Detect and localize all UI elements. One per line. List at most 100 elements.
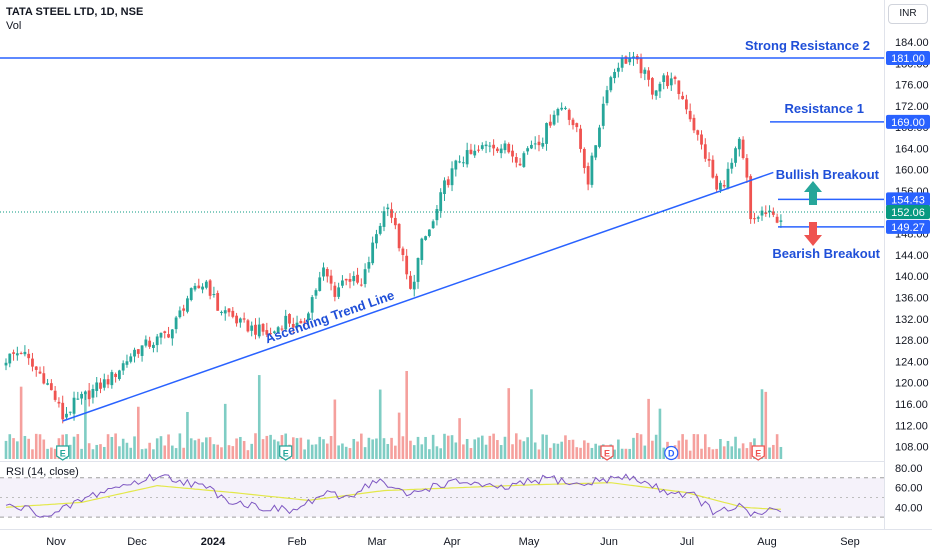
volume-bar bbox=[522, 441, 526, 459]
candle-body bbox=[42, 373, 46, 384]
volume-bar bbox=[102, 446, 106, 459]
candle-body bbox=[488, 145, 492, 147]
time-tick-label: Jun bbox=[600, 536, 618, 548]
candle-body bbox=[719, 182, 722, 190]
volume-bar bbox=[454, 442, 458, 459]
price-tick-label: 176.00 bbox=[895, 80, 929, 92]
candle-body bbox=[333, 285, 337, 297]
volume-bar bbox=[201, 442, 204, 459]
candle-body bbox=[186, 298, 189, 312]
symbol-title[interactable]: TATA STEEL LTD, 1D, NSE bbox=[6, 6, 144, 18]
candle-body bbox=[227, 308, 231, 313]
candle-body bbox=[65, 413, 68, 418]
volume-bar bbox=[171, 445, 174, 459]
volume-bar bbox=[651, 440, 654, 459]
candle-body bbox=[552, 114, 556, 125]
time-tick-label: Mar bbox=[368, 536, 387, 548]
volume-bar bbox=[53, 448, 57, 459]
candle-body bbox=[465, 150, 469, 165]
volume-bar bbox=[140, 449, 144, 459]
rsi-band bbox=[0, 477, 884, 518]
candle-body bbox=[511, 150, 514, 157]
bullish-breakout-label: Bullish Breakout bbox=[776, 167, 880, 182]
volume-bar bbox=[121, 438, 125, 459]
candle-body bbox=[276, 327, 280, 333]
candle-body bbox=[722, 184, 726, 187]
candle-body bbox=[216, 293, 220, 311]
rsi-label[interactable]: RSI (14, close) bbox=[6, 466, 79, 478]
volume-bar bbox=[95, 444, 99, 459]
volume-bar bbox=[250, 443, 253, 459]
candle-body bbox=[768, 210, 771, 213]
candle-body bbox=[31, 358, 34, 367]
candle-body bbox=[424, 236, 427, 240]
candle-body bbox=[775, 216, 779, 223]
volume-bar bbox=[643, 445, 647, 459]
candle-body bbox=[223, 310, 227, 314]
candle-body bbox=[12, 352, 15, 354]
candle-body bbox=[318, 277, 322, 291]
candle-body bbox=[80, 393, 83, 399]
bearish-arrow-icon bbox=[804, 222, 822, 246]
candle-body bbox=[363, 269, 367, 285]
candle-body bbox=[344, 278, 348, 281]
volume-bar bbox=[533, 442, 537, 459]
candle-body bbox=[163, 331, 167, 333]
candle-body bbox=[545, 123, 548, 144]
candle-body bbox=[647, 70, 650, 80]
candle-body bbox=[201, 286, 204, 290]
candle-body bbox=[129, 356, 133, 362]
volume-bar bbox=[647, 398, 650, 459]
volume-bar bbox=[450, 435, 454, 459]
volume-bar bbox=[167, 434, 170, 459]
volume-bar bbox=[405, 370, 408, 459]
candle-body bbox=[492, 144, 496, 149]
candle-body bbox=[514, 157, 518, 163]
price-tick-label: 172.00 bbox=[895, 101, 929, 113]
candle-body bbox=[61, 402, 65, 420]
candle-body bbox=[178, 310, 182, 318]
candle-body bbox=[598, 127, 601, 147]
candle-body bbox=[303, 321, 307, 323]
candle-body bbox=[314, 290, 318, 296]
volume-bar bbox=[178, 433, 182, 459]
volume-bar bbox=[775, 434, 779, 459]
event-marker-label: E bbox=[283, 449, 289, 459]
volume-bar bbox=[730, 446, 734, 459]
candle-body bbox=[83, 391, 87, 395]
volume-bar bbox=[715, 448, 718, 459]
time-tick-label: Jul bbox=[680, 536, 694, 548]
candle-body bbox=[412, 281, 416, 290]
volume-bar bbox=[458, 418, 461, 459]
candle-body bbox=[499, 148, 503, 154]
candle-body bbox=[197, 285, 201, 289]
candle-body bbox=[325, 268, 329, 277]
volume-bar bbox=[16, 441, 19, 459]
candle-body bbox=[537, 141, 541, 146]
candle-body bbox=[685, 99, 688, 110]
volume-bar bbox=[307, 439, 310, 459]
currency-selector[interactable]: INR bbox=[888, 4, 928, 24]
candle-body bbox=[669, 78, 673, 86]
volume-bar bbox=[488, 435, 492, 459]
candle-body bbox=[662, 75, 666, 83]
volume-bar bbox=[738, 448, 741, 459]
candle-body bbox=[439, 192, 443, 212]
volume-bar bbox=[137, 406, 140, 459]
volume-bar bbox=[492, 433, 495, 459]
candle-body bbox=[341, 280, 344, 286]
volume-bar bbox=[503, 436, 507, 459]
candle-body bbox=[586, 166, 590, 185]
volume-bar bbox=[541, 434, 545, 459]
candle-body bbox=[620, 57, 624, 68]
candle-body bbox=[741, 139, 745, 159]
candle-body bbox=[666, 75, 669, 87]
candle-body bbox=[72, 397, 76, 414]
volume-bar bbox=[654, 434, 658, 459]
volume-bar bbox=[155, 438, 159, 459]
resistance-1-value: 169.00 bbox=[891, 117, 925, 129]
candle-body bbox=[703, 144, 707, 159]
volume-bar bbox=[382, 438, 386, 459]
candle-body bbox=[382, 211, 386, 227]
